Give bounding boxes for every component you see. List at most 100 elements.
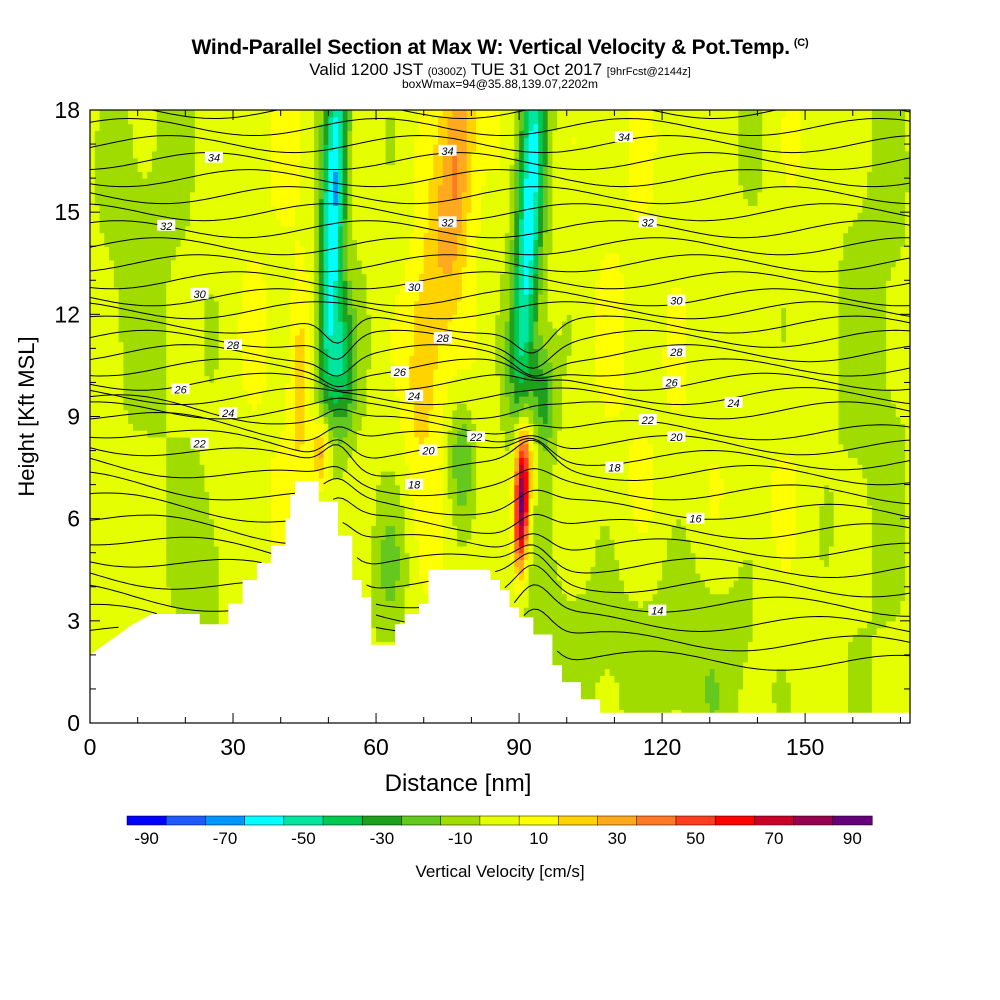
theta-contour-line bbox=[90, 536, 910, 578]
chart-title-text: Wind-Parallel Section at Max W: Vertical… bbox=[191, 36, 791, 59]
y-tick-label: 12 bbox=[54, 301, 80, 327]
colorbar-swatch bbox=[714, 815, 755, 826]
contour-label-bg bbox=[662, 376, 681, 388]
theta-contour-line bbox=[90, 186, 910, 205]
x-tick-label: 60 bbox=[363, 734, 389, 760]
contour-label-bg bbox=[433, 332, 452, 344]
contour-label: 30 bbox=[194, 289, 207, 301]
theta-contour-line bbox=[90, 220, 910, 239]
x-axis-label: Distance [nm] bbox=[385, 770, 532, 797]
contour-label: 20 bbox=[421, 446, 435, 458]
colorbar-label: Vertical Velocity [cm/s] bbox=[415, 862, 585, 881]
y-tick-label: 18 bbox=[54, 97, 80, 123]
contour-label: 18 bbox=[608, 463, 621, 475]
theta-contour-line bbox=[90, 564, 910, 617]
theta-contour-line bbox=[90, 203, 910, 222]
contour-label-bg bbox=[648, 604, 667, 616]
contour-label-bg bbox=[419, 444, 438, 456]
chart-title: Wind-Parallel Section at Max W: Vertical… bbox=[0, 36, 1000, 60]
colorbar-swatch bbox=[479, 815, 520, 826]
contour-label: 22 bbox=[193, 439, 206, 451]
x-tick-label: 0 bbox=[84, 734, 97, 760]
subtitle-forecast: [9hrFcst@2144z] bbox=[606, 66, 691, 78]
subtitle-zulu: (0300Z) bbox=[427, 66, 467, 78]
theta-contour-line bbox=[90, 237, 910, 256]
contour-label: 14 bbox=[651, 606, 663, 618]
y-tick-label: 9 bbox=[67, 404, 80, 430]
terrain-mask bbox=[90, 481, 910, 723]
theta-contour-line bbox=[90, 411, 910, 456]
theta-contour-line bbox=[90, 439, 910, 486]
contour-label: 28 bbox=[436, 333, 450, 345]
contour-label-bg bbox=[467, 430, 486, 442]
colorbar-tick-label: -90 bbox=[134, 829, 159, 848]
contour-label-bg bbox=[405, 281, 424, 293]
y-axis-label: Height [Kft MSL] bbox=[14, 336, 39, 496]
contour-label-bg bbox=[405, 478, 424, 490]
theta-contour-line bbox=[90, 288, 910, 307]
colorbar-swatch bbox=[754, 815, 795, 826]
x-tick-label: 150 bbox=[786, 734, 824, 760]
theta-contour-line bbox=[90, 584, 910, 633]
y-tick-label: 6 bbox=[67, 506, 80, 532]
contour-label-bg bbox=[157, 219, 176, 231]
y-axis: 0 3 6 9 12 15 18 Height [Kft MSL] bbox=[14, 97, 910, 736]
colorbar-swatch bbox=[518, 815, 559, 826]
contour-label: 34 bbox=[441, 146, 453, 158]
contour-label-bg bbox=[190, 287, 209, 299]
colorbar-swatch bbox=[597, 815, 638, 826]
contour-label-bg bbox=[219, 407, 238, 419]
y-tick-label: 15 bbox=[54, 199, 80, 225]
contour-label: 30 bbox=[670, 296, 683, 308]
colorbar-tick-label: -50 bbox=[291, 829, 316, 848]
colorbar: -90 -70 -50 -30 -10 10 30 50 70 90 bbox=[126, 815, 873, 848]
theta-contour-line bbox=[90, 254, 910, 273]
contour-label-bg bbox=[605, 461, 624, 473]
colorbar-swatch bbox=[205, 815, 246, 826]
contour-label-bg bbox=[390, 366, 409, 378]
contour-label-bg bbox=[204, 151, 223, 163]
contour-label: 16 bbox=[689, 514, 702, 526]
colorbar-tick-label: -10 bbox=[448, 829, 473, 848]
colorbar-tick-label: 70 bbox=[765, 829, 784, 848]
theta-contour-line bbox=[90, 552, 910, 598]
contour-label: 26 bbox=[393, 367, 407, 379]
colorbar-swatch bbox=[440, 815, 481, 826]
theta-contour-line bbox=[90, 387, 910, 406]
contour-label-bg bbox=[667, 430, 686, 442]
colorbar-tick-label: -30 bbox=[370, 829, 395, 848]
colorbar-swatch bbox=[244, 815, 285, 826]
theta-contour-line bbox=[90, 397, 910, 420]
subtitle-valid: Valid 1200 JST bbox=[309, 60, 424, 79]
contour-label: 20 bbox=[669, 432, 683, 444]
contour-label-bg bbox=[667, 345, 686, 357]
contour-label: 22 bbox=[641, 415, 654, 427]
contour-label-bg bbox=[638, 216, 657, 228]
theta-contour-line bbox=[90, 315, 910, 354]
colorbar-swatch bbox=[322, 815, 363, 826]
contour-label: 18 bbox=[408, 480, 421, 492]
theta-contour-line bbox=[90, 301, 910, 320]
contour-label: 24 bbox=[221, 408, 234, 420]
colorbar-swatch bbox=[283, 815, 324, 826]
contour-label-bg bbox=[724, 396, 743, 408]
contour-label: 34 bbox=[618, 132, 630, 144]
contour-label: 32 bbox=[642, 217, 654, 229]
theta-contour-line bbox=[149, 110, 910, 119]
contour-label-bg bbox=[667, 294, 686, 306]
contour-label: 32 bbox=[441, 217, 453, 229]
theta-contour-line bbox=[90, 626, 910, 671]
chart-subtitle-box: boxWmax=94@35.88,139.07,2202m bbox=[402, 77, 598, 91]
colorbar-swatch bbox=[126, 815, 167, 826]
theta-contour-line bbox=[90, 152, 910, 171]
contour-label: 30 bbox=[408, 282, 421, 294]
contour-label: 22 bbox=[469, 432, 482, 444]
subtitle-date: TUE 31 Oct 2017 bbox=[470, 60, 603, 79]
theta-contour-line bbox=[90, 372, 910, 392]
contour-label: 24 bbox=[726, 398, 739, 410]
colorbar-swatch bbox=[636, 815, 677, 826]
theta-contour-line bbox=[90, 117, 910, 136]
theta-contour-line bbox=[90, 492, 910, 540]
